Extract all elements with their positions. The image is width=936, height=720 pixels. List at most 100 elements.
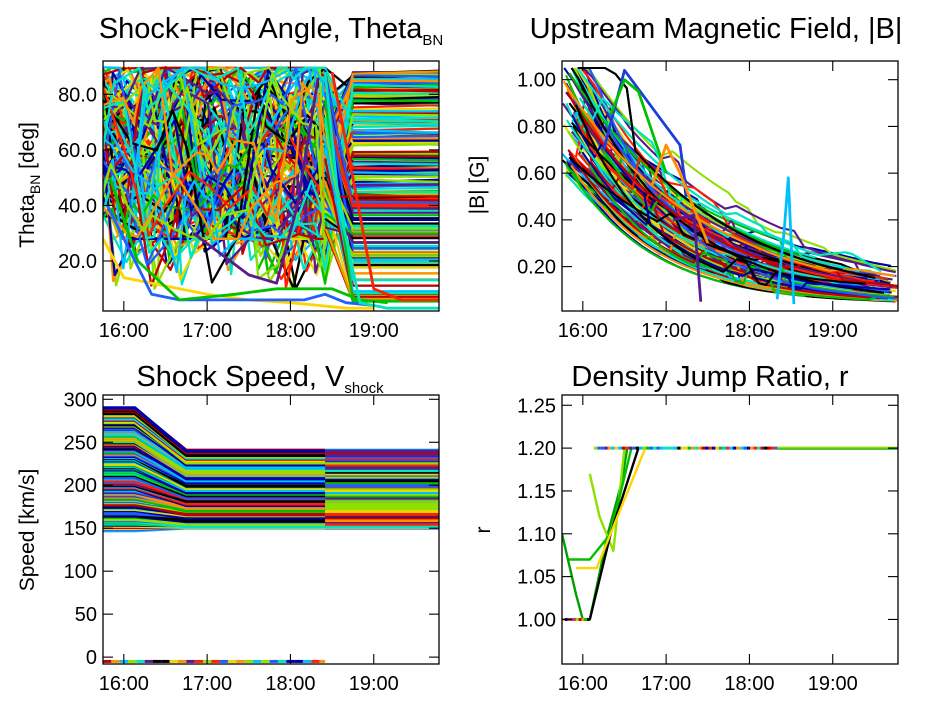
series-line	[103, 86, 439, 237]
series-line	[103, 492, 326, 510]
x-tick-label: 17:00	[641, 673, 691, 695]
series-line	[566, 119, 850, 290]
chart-title: Density Jump Ratio, r	[571, 361, 849, 393]
x-tick-label: 18:00	[724, 320, 774, 342]
plot-frame	[561, 394, 899, 665]
series-line	[324, 217, 439, 240]
y-tick-label: 150	[64, 518, 97, 540]
y-tick-label: 20.0	[58, 251, 97, 273]
x-tick-label: 19:00	[349, 320, 399, 342]
series-line	[103, 513, 326, 522]
series-line	[103, 484, 326, 503]
series-line	[562, 81, 895, 278]
plot-data	[103, 65, 439, 310]
x-tick-label: 19:00	[808, 673, 858, 695]
series-line	[576, 67, 882, 273]
series-line	[192, 77, 320, 285]
series-line	[609, 78, 668, 174]
series-line	[103, 502, 326, 517]
y-tick-label: 60.0	[58, 140, 97, 162]
x-tick-label: 16:00	[99, 673, 149, 695]
series-line	[330, 71, 439, 302]
series-line	[103, 517, 326, 526]
x-tick-label: 19:00	[349, 673, 399, 695]
series-line	[324, 212, 439, 235]
x-tick-label: 19:00	[808, 320, 858, 342]
y-tick-label: 250	[64, 432, 97, 454]
y-tick-label: 0.20	[517, 257, 556, 279]
series-line	[103, 71, 439, 245]
series-line	[103, 66, 439, 149]
series-line	[775, 176, 796, 305]
series-line	[588, 67, 897, 300]
series-line	[103, 91, 439, 261]
series-line	[103, 411, 326, 457]
plot-area: 16:00 17:00 18:00 19:00 0.20 0.40 0.60 0.80 1.00	[517, 61, 898, 342]
series-line	[578, 97, 860, 273]
y-tick-label: 1.10	[517, 524, 556, 546]
series-line	[650, 143, 710, 244]
plot-frame	[561, 60, 899, 312]
x-tick-label: 18:00	[724, 673, 774, 695]
x-tick-label: 16:00	[558, 673, 608, 695]
chart-title: Upstream Magnetic Field, |B|	[530, 13, 903, 45]
series-line	[103, 238, 374, 310]
y-axis-label: |B| [G]	[466, 156, 489, 215]
series-line	[324, 92, 439, 250]
plot-area: 16:00 17:00 18:00 19:00 0 50 100 150 200 250 300	[64, 389, 439, 695]
x-tick-label: 17:00	[182, 673, 232, 695]
y-tick-label: 50	[75, 604, 97, 626]
panel-theta-bn: Shock-Field Angle, ThetaBN ThetaBN [deg]…	[16, 13, 443, 342]
series-line	[108, 177, 388, 305]
y-tick-label: 80.0	[58, 84, 97, 106]
plot-frame	[102, 394, 440, 665]
series-line	[103, 476, 326, 500]
plot-frame	[102, 60, 440, 312]
y-tick-label: 1.00	[517, 70, 556, 92]
x-tick-label: 17:00	[182, 320, 232, 342]
series-line	[103, 449, 326, 483]
y-tick-label: 1.25	[517, 395, 556, 417]
panel-shock-speed: Shock Speed, Vshock Speed [km/s] 16:00 17…	[16, 361, 440, 695]
series-line	[324, 106, 439, 208]
series-line	[105, 204, 374, 307]
plot-area: 16:00 17:00 18:00 19:00 20.0 40.0 60.0 80.0	[58, 61, 439, 342]
series-line	[103, 435, 326, 473]
x-tick-label: 16:00	[99, 320, 149, 342]
y-tick-label: 1.00	[517, 609, 556, 631]
series-line	[574, 104, 866, 287]
series-line	[103, 70, 439, 239]
y-tick-label: 1.05	[517, 567, 556, 589]
plot-data	[103, 406, 439, 663]
panel-density-jump: Density Jump Ratio, r r 16:00 17:00 18:00 1…	[472, 361, 899, 695]
series-line	[567, 149, 880, 300]
y-axis-label: Speed [km/s]	[16, 469, 39, 592]
series-line	[103, 66, 439, 240]
series-line	[103, 508, 327, 520]
series-line	[103, 473, 326, 498]
series-line	[103, 461, 326, 490]
plot-area: 16:00 17:00 18:00 19:00 1.00 1.05 1.10 1.15 1.20…	[517, 395, 898, 695]
plot-data	[562, 66, 898, 305]
y-axis-label: ThetaBN [deg]	[16, 122, 43, 248]
series-line	[568, 447, 633, 561]
series-line	[103, 406, 326, 453]
series-line	[588, 145, 871, 285]
plot-data	[562, 446, 898, 621]
y-tick-label: 0	[86, 647, 97, 669]
chart-title: Shock Speed, Vshock	[136, 361, 384, 397]
series-line	[103, 457, 326, 488]
series-line	[323, 71, 439, 310]
x-tick-label: 18:00	[265, 673, 315, 695]
series-line	[575, 447, 647, 570]
series-line	[103, 486, 327, 506]
series-line	[103, 433, 326, 470]
series-line	[103, 520, 326, 529]
x-tick-label: 16:00	[558, 320, 608, 342]
series-line	[103, 69, 439, 220]
y-tick-label: 0.80	[517, 116, 556, 138]
y-tick-label: 1.20	[517, 438, 556, 460]
y-tick-label: 200	[64, 475, 97, 497]
series-line	[103, 83, 439, 240]
